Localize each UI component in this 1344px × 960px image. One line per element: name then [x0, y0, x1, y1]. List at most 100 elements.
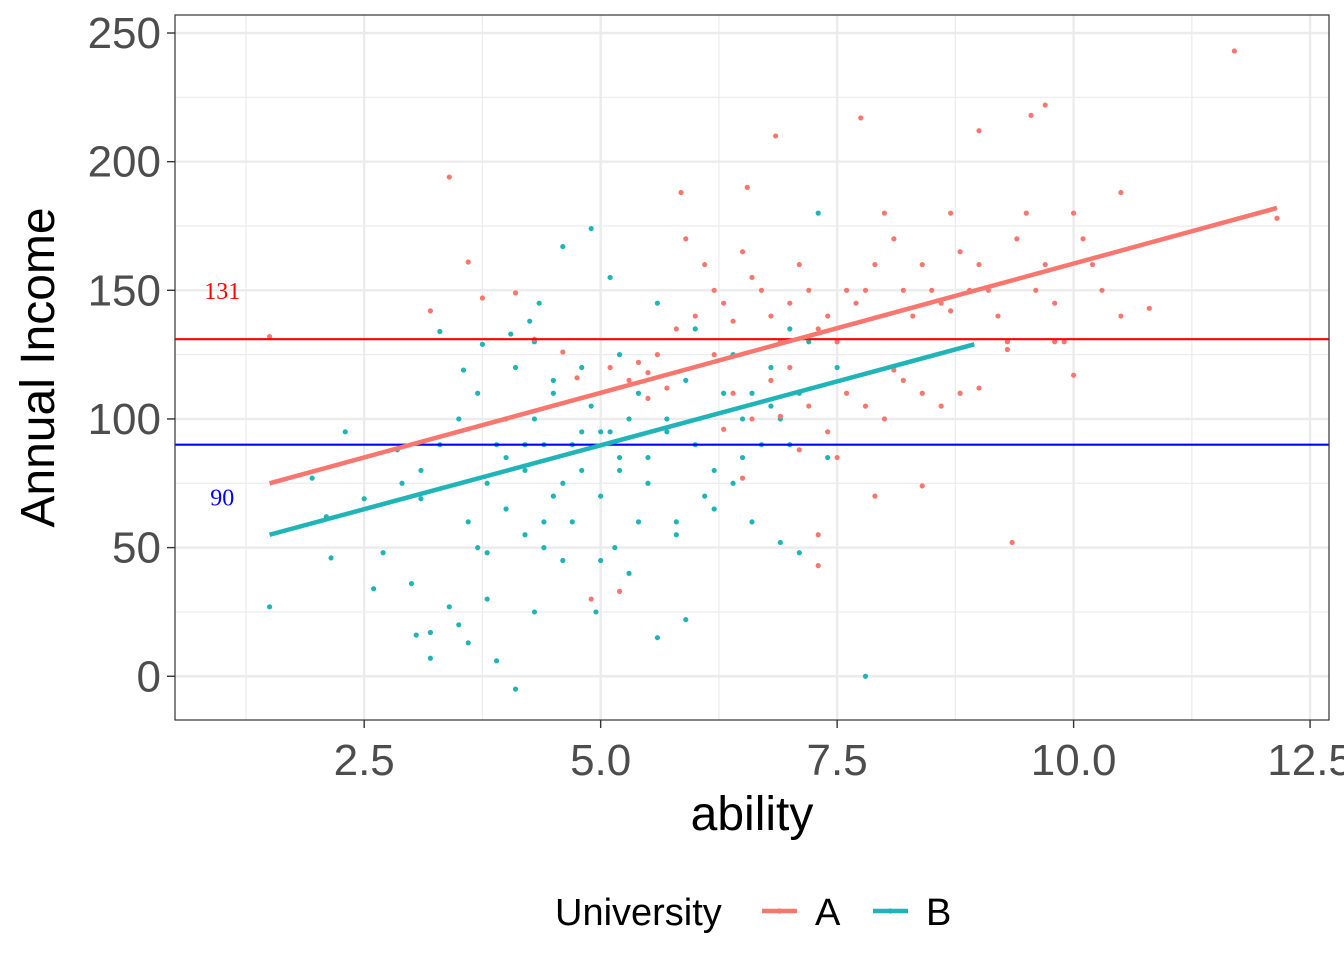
scatter-point-a [900, 377, 906, 383]
scatter-point-a [773, 133, 779, 139]
fit-line-b [269, 342, 975, 537]
scatter-point-b [484, 550, 490, 556]
scatter-point-b [475, 545, 481, 551]
scatter-point-b [522, 467, 528, 474]
y-tick-label: 0 [137, 652, 161, 701]
legend-label-a: A [815, 892, 841, 934]
scatter-point-a [768, 313, 774, 319]
scatter-point-b [579, 467, 585, 474]
scatter-point-a [1052, 339, 1058, 345]
scatter-point-b [342, 429, 348, 435]
scatter-point-b [730, 480, 736, 486]
scatter-point-a [588, 596, 594, 602]
scatter-point-a [721, 426, 727, 432]
scatter-point-a [796, 447, 802, 453]
scatter-point-a [1231, 48, 1238, 54]
scatter-point-b [465, 640, 471, 646]
scatter-point-a [858, 115, 864, 121]
scatter-point-b [645, 480, 651, 486]
scatter-point-a [1004, 339, 1010, 345]
x-tick-label: 5.0 [570, 736, 631, 785]
scatter-point-b [683, 617, 689, 623]
scatter-point-a [777, 413, 783, 419]
scatter-point-a [881, 210, 888, 216]
fit-lines [268, 205, 1278, 537]
scatter-point-a [834, 454, 840, 461]
reference-lines: 131 90 [175, 279, 1329, 512]
scatter-point-a [768, 377, 774, 383]
y-tick-label: 200 [88, 138, 161, 187]
reference-label-131: 131 [204, 279, 240, 305]
scatter-point-b [456, 622, 462, 628]
panel-border [174, 14, 1330, 721]
legend-key-point-b [887, 908, 894, 914]
scatter-point-b [787, 326, 793, 332]
scatter-point-a [843, 390, 850, 396]
scatter-point-b [664, 416, 670, 422]
scatter-point-a [815, 563, 821, 569]
scatter-point-b [607, 274, 613, 281]
scatter-point-a [683, 236, 689, 242]
scatter-point-b [560, 480, 566, 486]
scatter-point-b [616, 454, 623, 461]
scatter-point-a [1274, 215, 1280, 221]
scatter-point-b [588, 225, 594, 232]
scatter-point-a [976, 261, 982, 268]
scatter-point-b [645, 454, 651, 461]
scatter-point-b [777, 539, 783, 546]
scatter-point-a [446, 174, 452, 180]
scatter-point-b [380, 550, 386, 556]
scatter-point-a [815, 532, 821, 538]
scatter-point-a [607, 364, 613, 371]
scatter-point-b [612, 545, 618, 551]
scatter-point-b [361, 496, 367, 502]
scatter-point-a [730, 390, 736, 396]
scatter-point-b [550, 377, 556, 383]
scatter-point-b [460, 367, 467, 373]
scatter-point-b [550, 493, 556, 499]
scatter-point-b [593, 609, 599, 615]
scatter-point-a [673, 326, 679, 332]
scatter-point-b [711, 506, 717, 512]
scatter-point-a [862, 403, 869, 409]
x-tick-label: 2.5 [334, 736, 395, 785]
scatter-point-b [711, 467, 717, 474]
scatter-point-b [413, 632, 419, 638]
scatter-point-b [541, 545, 547, 551]
scatter-point-a [891, 367, 897, 373]
scatter-point-a [900, 287, 906, 293]
scatter-point-b [522, 532, 528, 538]
scatter-point-a [711, 352, 717, 358]
scatter-point-a [749, 416, 755, 422]
scatter-point-b [536, 300, 542, 306]
scatter-point-b [825, 454, 831, 461]
scatter-point-a [635, 359, 642, 365]
scatter-point-a [711, 287, 717, 293]
scatter-point-b [266, 604, 273, 610]
scatter-point-b [494, 658, 500, 664]
scatter-point-a [1099, 287, 1105, 293]
scatter-point-a [976, 385, 982, 391]
scatter-point-b [673, 519, 679, 525]
scatter-point-a [1146, 305, 1152, 311]
scatter-point-b [508, 331, 514, 337]
scatter-point-b [456, 416, 462, 422]
scatter-point-a [957, 390, 963, 396]
scatter-point-b [721, 390, 727, 396]
scatter-point-a [787, 364, 793, 371]
scatter-point-b [806, 339, 812, 345]
scatter-point-b [796, 550, 802, 556]
x-tick-label: 10.0 [1031, 736, 1117, 785]
scatter-point-b [541, 519, 547, 525]
scatter-point-b [512, 686, 519, 692]
scatter-points [266, 48, 1280, 692]
scatter-point-b [739, 416, 746, 422]
scatter-point-b [569, 519, 575, 525]
scatter-point-a [626, 377, 632, 383]
x-tick-label: 7.5 [807, 736, 868, 785]
scatter-point-a [1089, 261, 1096, 268]
scatter-point-a [1071, 372, 1077, 378]
